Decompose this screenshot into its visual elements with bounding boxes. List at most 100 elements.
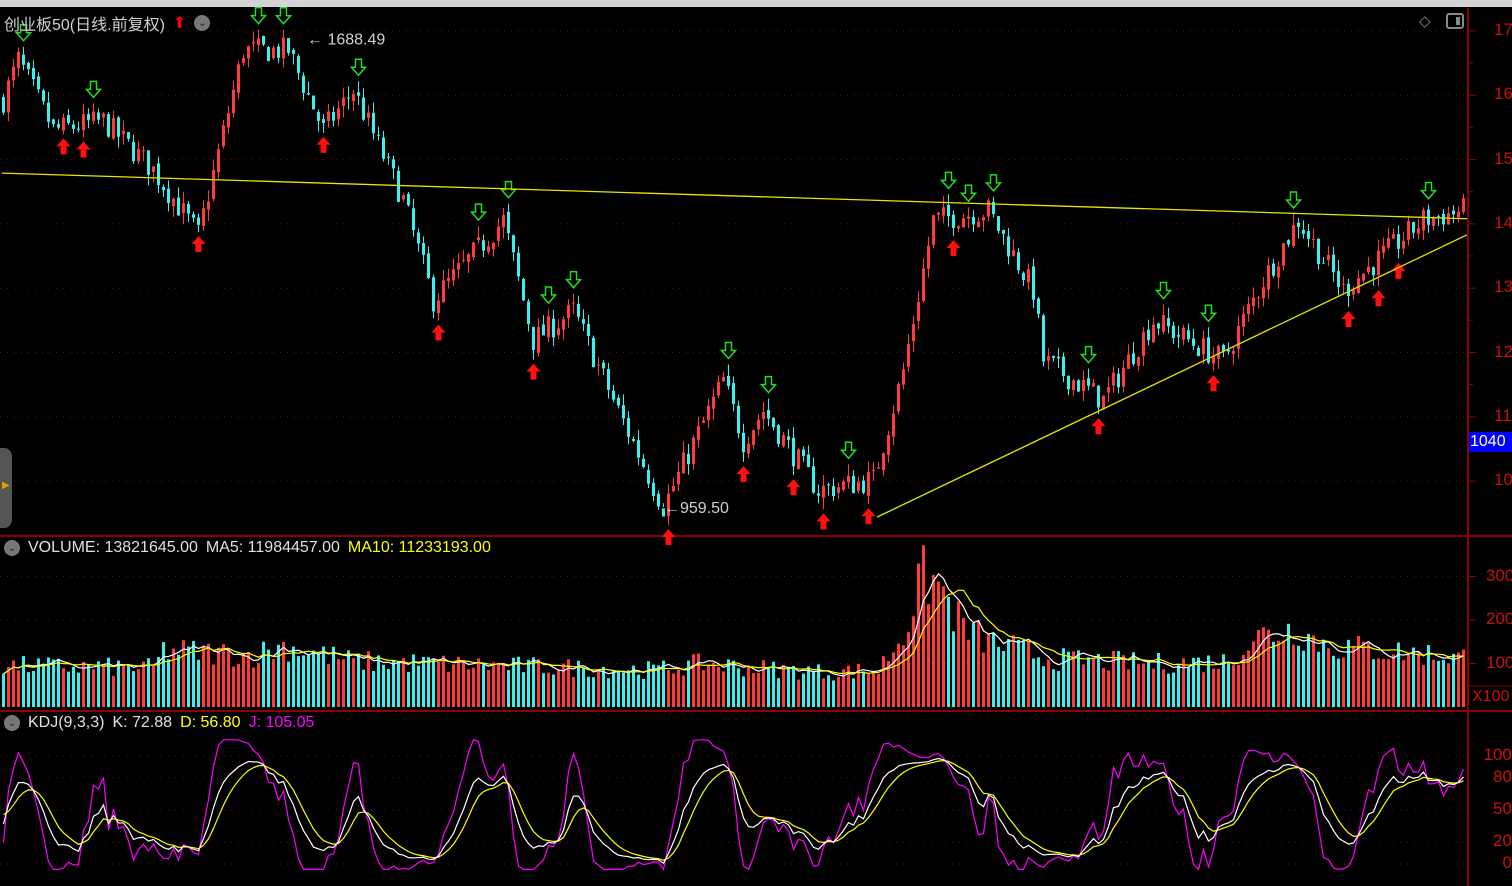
volume-bar: [1287, 623, 1290, 707]
candle-body: [47, 102, 50, 122]
candle-body: [1192, 338, 1195, 346]
candle-body: [982, 217, 985, 221]
volume-bar: [1267, 629, 1270, 707]
candle-body: [837, 487, 840, 493]
volume-bar: [1302, 650, 1305, 707]
volume-bar: [232, 666, 235, 707]
volume-bar: [22, 656, 25, 707]
candle-body: [807, 454, 810, 467]
volume-bar: [247, 652, 250, 707]
volume-bar: [1112, 651, 1115, 707]
candle-body: [1142, 331, 1145, 357]
candle-body: [1372, 267, 1375, 276]
volume-bar: [1247, 650, 1250, 707]
volume-bar: [87, 664, 90, 707]
side-panel-handle[interactable]: ▶: [0, 448, 12, 528]
candle-body: [997, 216, 1000, 231]
candle-body: [257, 38, 260, 46]
chevron-down-circle-icon[interactable]: ⌄: [194, 15, 211, 31]
volume-bar: [972, 623, 975, 707]
sell-signal-arrow-icon: [719, 341, 738, 360]
volume-bar: [717, 667, 720, 707]
volume-bar: [342, 659, 345, 707]
volume-bar: [1212, 668, 1215, 707]
candle-body: [1107, 387, 1110, 393]
volume-bar: [242, 652, 245, 707]
volume-bar: [1042, 666, 1045, 707]
volume-bar: [392, 660, 395, 707]
candle-body: [827, 484, 830, 486]
candle-body: [112, 118, 115, 139]
candle-body: [407, 193, 410, 206]
volume-bar: [1107, 670, 1110, 707]
candle-body: [82, 114, 85, 131]
candle-body: [302, 75, 305, 93]
candle-body: [932, 215, 935, 245]
candle-body: [502, 214, 505, 228]
candle-body: [1217, 345, 1220, 359]
price-axis-label: 12: [1494, 341, 1512, 361]
buy-signal-arrow-icon: [431, 324, 446, 341]
candle-body: [137, 149, 140, 162]
volume-bar: [1397, 642, 1400, 707]
kdj-k: K: 72.88: [112, 714, 173, 731]
candle-body: [887, 434, 890, 455]
candle-body: [787, 436, 790, 440]
volume-bar: [1047, 659, 1050, 707]
buy-signal-arrow-icon: [76, 141, 91, 158]
chevron-down-circle-icon[interactable]: ⌄: [4, 715, 20, 731]
candle-body: [1362, 273, 1365, 281]
volume-bar: [137, 669, 140, 707]
volume-bar: [1257, 630, 1260, 707]
volume-bar: [1332, 655, 1335, 707]
volume-bar: [762, 660, 765, 707]
candle-body: [192, 214, 195, 218]
candle-body: [127, 132, 130, 139]
candle-body: [1267, 265, 1270, 290]
volume-bar: [1222, 654, 1225, 707]
volume-bar: [1117, 651, 1120, 707]
volume-bar: [167, 659, 170, 707]
volume-bar: [217, 647, 220, 707]
volume-bar: [667, 670, 670, 707]
volume-bar: [322, 646, 325, 707]
volume-bar: [1147, 660, 1150, 707]
kdj-d-line: [3, 760, 1464, 861]
volume-bar: [952, 631, 955, 707]
volume-bar: [937, 581, 940, 707]
volume-bar: [687, 660, 690, 707]
volume-bar: [432, 659, 435, 707]
window-top-strip: [0, 0, 1512, 7]
volume-bar: [122, 664, 125, 707]
candle-body: [1402, 240, 1405, 249]
candle-body: [267, 47, 270, 62]
volume-bar: [152, 665, 155, 707]
volume-bar: [1427, 645, 1430, 707]
candle-body: [1382, 246, 1385, 253]
candle-body: [952, 214, 955, 228]
diamond-icon[interactable]: ◇: [1419, 13, 1431, 30]
candle-body: [422, 243, 425, 255]
candle-body: [122, 130, 125, 135]
volume-bar: [562, 663, 565, 707]
volume-bar: [482, 664, 485, 707]
candle-body: [492, 242, 495, 250]
candle-body: [1167, 318, 1170, 327]
volume-bar: [802, 673, 805, 707]
candle-body: [12, 66, 15, 81]
panel-toggle-icon[interactable]: [1446, 13, 1464, 29]
candle-body: [1052, 355, 1055, 358]
candle-body: [1177, 335, 1180, 337]
volume-bar: [712, 662, 715, 707]
chevron-down-circle-icon[interactable]: ⌄: [4, 540, 20, 556]
candle-body: [117, 117, 120, 137]
volume-bar: [327, 664, 330, 707]
candle-body: [847, 475, 850, 483]
candle-body: [1047, 356, 1050, 361]
candle-body: [1302, 229, 1305, 234]
candle-body: [1012, 250, 1015, 256]
buy-signal-arrow-icon: [1391, 262, 1406, 279]
volume-bar: [1432, 659, 1435, 707]
candle-body: [1222, 344, 1225, 352]
